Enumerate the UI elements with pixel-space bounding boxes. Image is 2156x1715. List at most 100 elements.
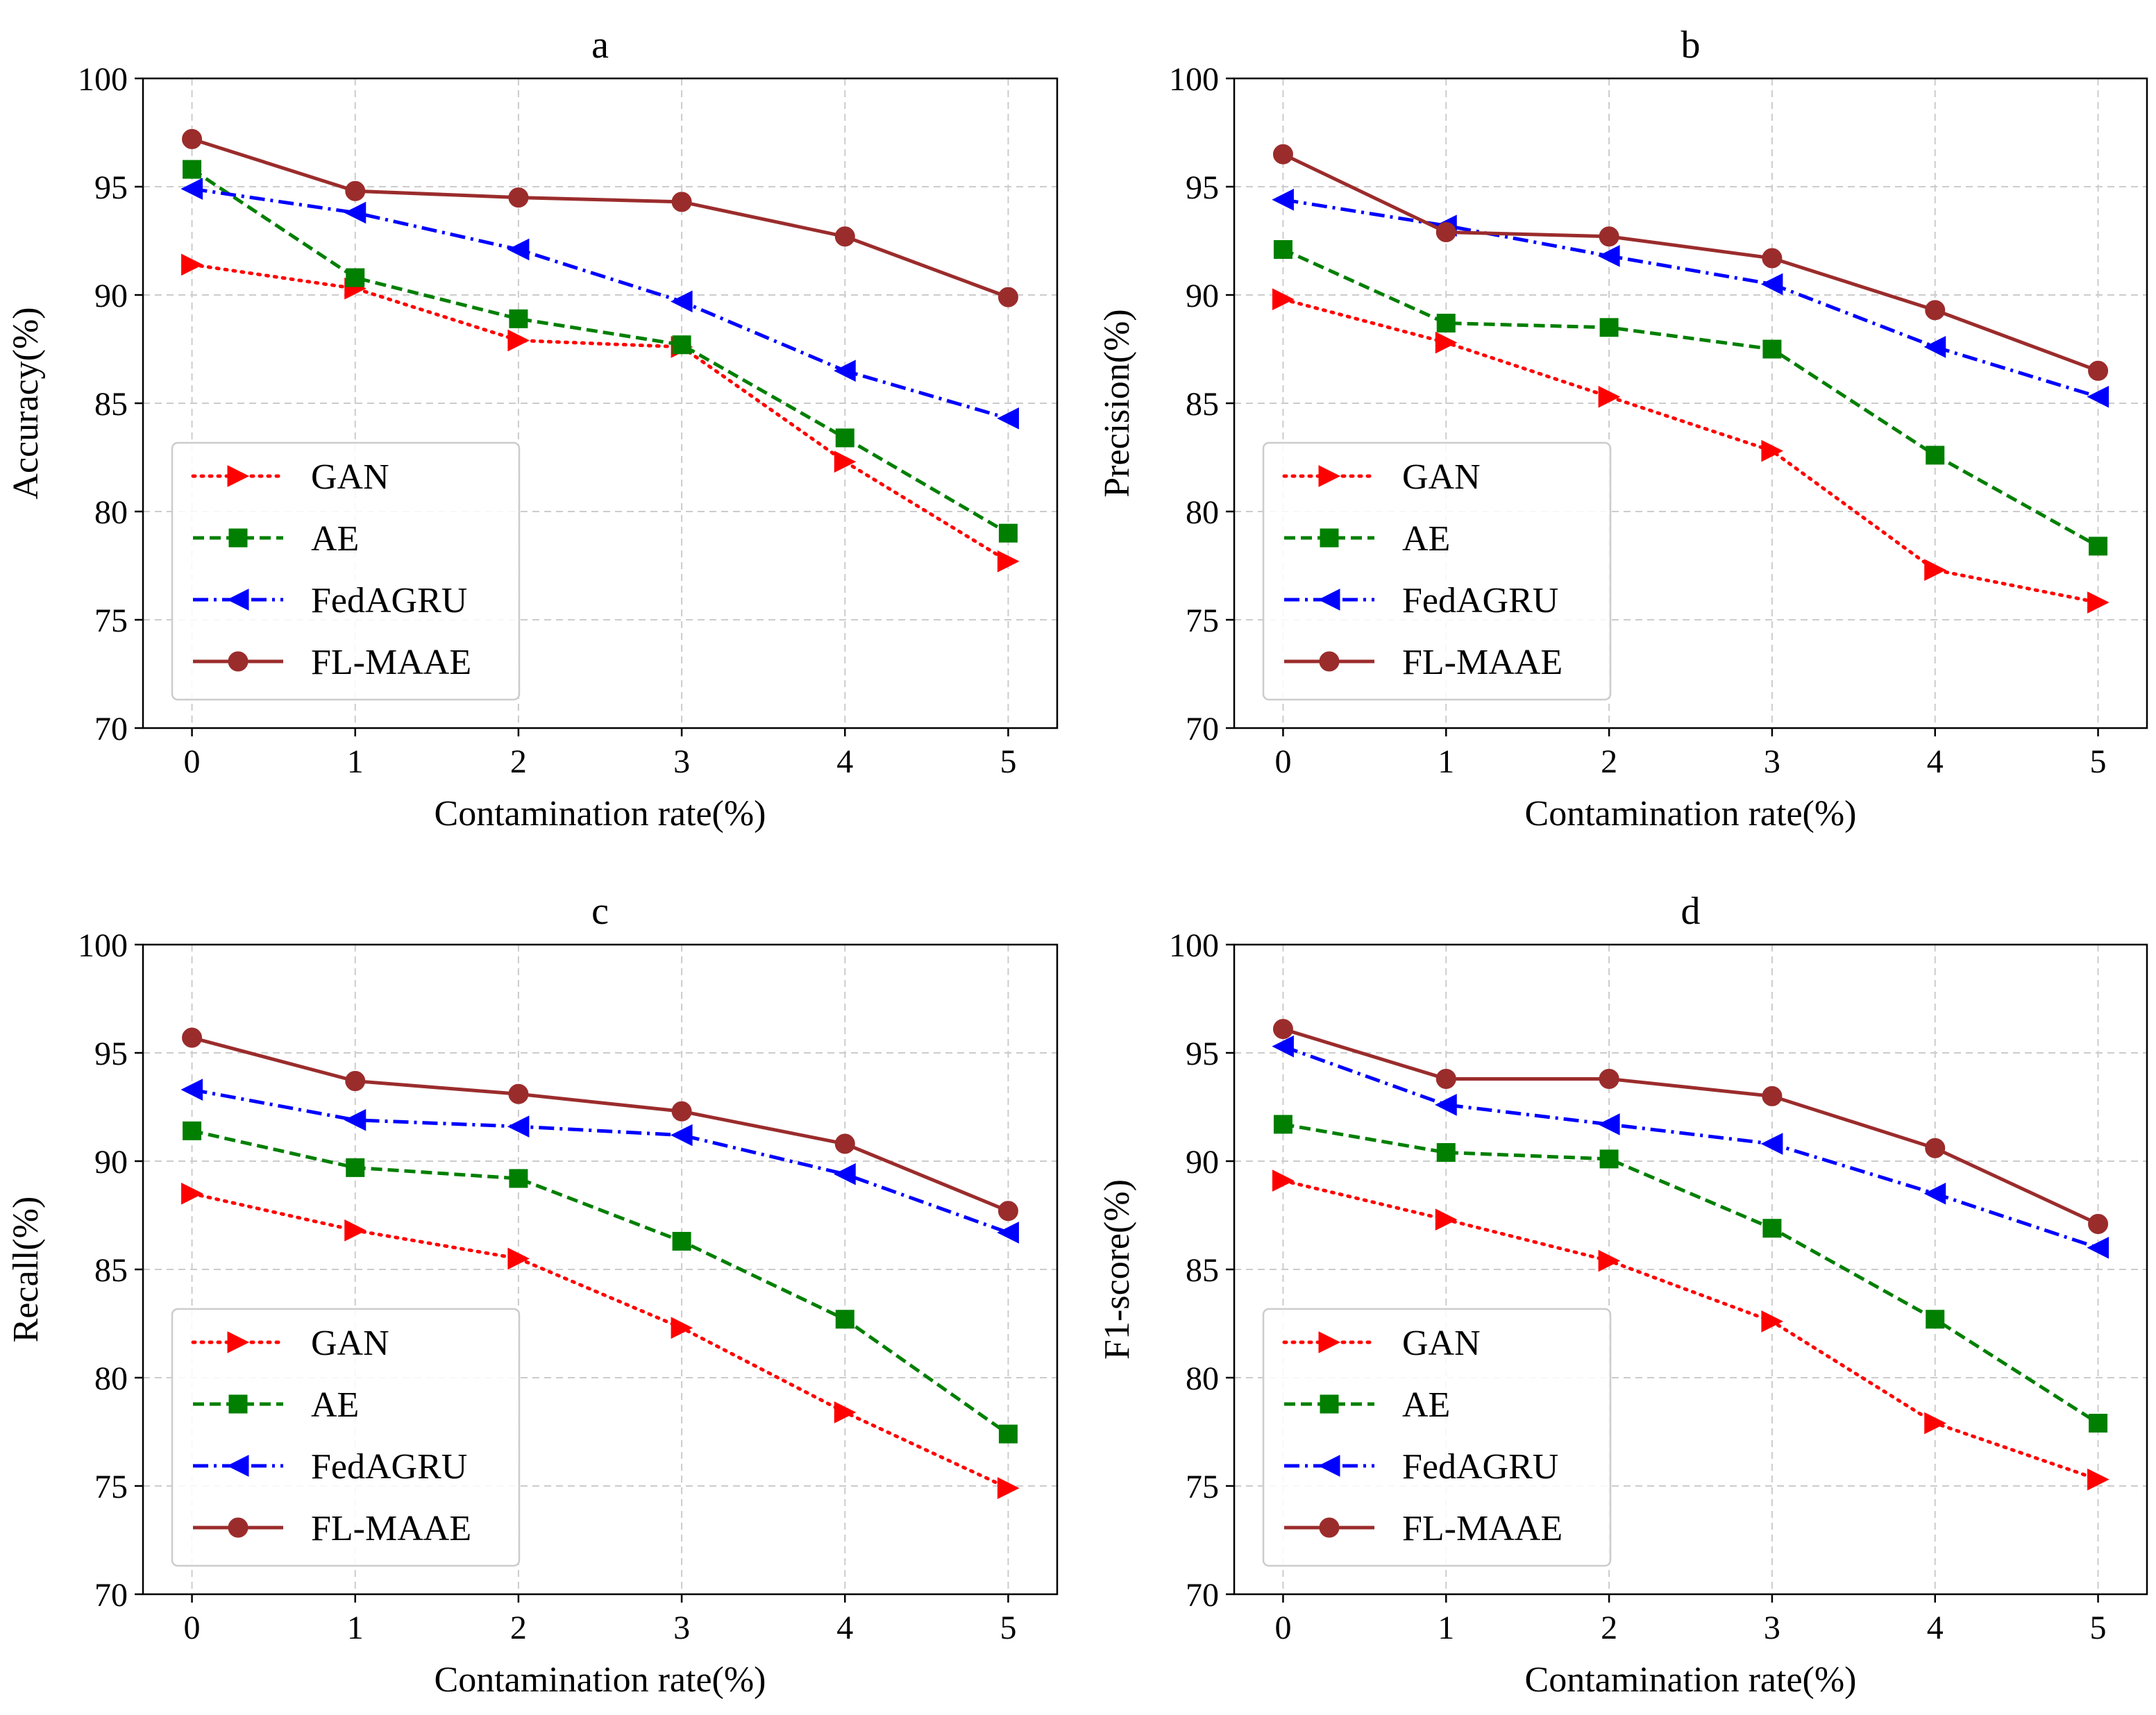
x-axis-label: Contamination rate(%) bbox=[1525, 794, 1857, 834]
data-point-fedagru bbox=[1272, 1035, 1294, 1058]
series-fl-maae bbox=[1272, 1019, 2109, 1234]
y-tick-label: 100 bbox=[78, 927, 128, 964]
series-fedagru bbox=[180, 178, 1019, 430]
x-axis-label: Contamination rate(%) bbox=[435, 1660, 766, 1700]
series-line-gan bbox=[1281, 297, 2100, 605]
data-point-gan bbox=[1761, 1310, 1784, 1333]
data-point-ae bbox=[1762, 1219, 1782, 1238]
y-tick-label: 100 bbox=[1169, 61, 1219, 98]
data-point-fedagru bbox=[344, 201, 367, 224]
y-tick-label: 90 bbox=[1186, 278, 1219, 314]
y-tick-label: 90 bbox=[94, 278, 128, 314]
legend-label: FedAGRU bbox=[1402, 581, 1558, 620]
data-point-fl-maae bbox=[345, 1071, 366, 1092]
series-line-fedagru bbox=[192, 187, 1009, 421]
series-line-ae bbox=[1283, 1122, 2099, 1425]
data-point-gan bbox=[1272, 288, 1295, 311]
x-tick-label: 3 bbox=[673, 1610, 690, 1646]
x-tick-label: 2 bbox=[510, 1610, 527, 1646]
legend-label: AE bbox=[311, 1385, 359, 1425]
data-point-fedagru bbox=[2087, 1236, 2109, 1259]
data-point-fedagru bbox=[344, 1108, 367, 1131]
data-point-fedagru bbox=[1597, 245, 1620, 267]
legend-entry-fedagru: FedAGRU bbox=[1284, 1447, 1558, 1487]
x-tick-label: 0 bbox=[1274, 743, 1291, 780]
data-point-fedagru bbox=[834, 1163, 856, 1185]
x-tick-label: 5 bbox=[2090, 743, 2107, 780]
series-gan bbox=[1272, 288, 2109, 614]
legend-label: AE bbox=[1402, 519, 1450, 559]
y-tick-label: 85 bbox=[94, 386, 128, 423]
x-tick-label: 1 bbox=[347, 1610, 364, 1646]
series-line-ae bbox=[192, 1129, 1009, 1436]
legend-marker bbox=[1320, 528, 1339, 548]
x-tick-label: 1 bbox=[347, 743, 364, 780]
data-point-gan bbox=[834, 450, 857, 473]
legend-box bbox=[1262, 441, 1612, 701]
x-tick-label: 2 bbox=[1601, 1610, 1617, 1646]
legend-entry-ae: AE bbox=[193, 519, 359, 559]
legend-entry-fedagru: FedAGRU bbox=[193, 1447, 467, 1487]
x-tick-label: 2 bbox=[510, 743, 527, 780]
series-line-fedagru bbox=[192, 1088, 1009, 1235]
legend: GAN AE FedAGRU FL-MAAE bbox=[171, 441, 521, 701]
x-tick-label: 5 bbox=[2090, 1610, 2107, 1646]
series-line-fl-maae bbox=[191, 137, 1009, 299]
data-point-fl-maae bbox=[1599, 1068, 1619, 1089]
data-point-fedagru bbox=[507, 238, 530, 261]
legend: GAN AE FedAGRU FL-MAAE bbox=[171, 1308, 521, 1567]
x-tick-label: 3 bbox=[1764, 743, 1780, 780]
x-tick-label: 0 bbox=[1274, 1610, 1291, 1646]
data-point-ae bbox=[835, 1310, 854, 1329]
series-line-gan bbox=[190, 262, 1010, 564]
data-point-ae bbox=[2089, 1414, 2108, 1433]
data-point-fl-maae bbox=[182, 1027, 203, 1048]
data-point-fl-maae bbox=[997, 287, 1018, 307]
x-tick-label: 4 bbox=[836, 1610, 853, 1646]
data-point-fl-maae bbox=[1925, 1138, 1946, 1158]
chart-title: b bbox=[1681, 24, 1701, 67]
y-tick-label: 85 bbox=[1186, 386, 1219, 423]
series-fedagru bbox=[180, 1079, 1019, 1244]
data-point-gan bbox=[181, 253, 203, 276]
series-fl-maae bbox=[182, 128, 1018, 307]
y-tick-label: 80 bbox=[1186, 1360, 1219, 1397]
x-axis-label: Contamination rate(%) bbox=[435, 794, 766, 834]
y-tick-label: 95 bbox=[94, 1036, 128, 1072]
data-point-fl-maae bbox=[834, 1133, 855, 1154]
legend-label: FL-MAAE bbox=[1402, 1509, 1563, 1548]
y-tick-label: 70 bbox=[94, 711, 128, 747]
series-ae bbox=[183, 1121, 1018, 1444]
panel-a: 0 1 2 3 4 5 70 75 80 85 90 95 100 a Contamination rate… bbox=[6, 24, 1059, 834]
x-tick-label: 0 bbox=[184, 1610, 201, 1646]
legend-label: FedAGRU bbox=[311, 581, 467, 620]
data-point-fl-maae bbox=[508, 1083, 529, 1104]
data-point-ae bbox=[183, 1121, 202, 1140]
legend-label: GAN bbox=[311, 457, 389, 497]
x-tick-label: 1 bbox=[1438, 1610, 1454, 1646]
series-line-fl-maae bbox=[1282, 1027, 2099, 1226]
series-fedagru bbox=[1272, 1035, 2109, 1259]
legend-entry-fl-maae: FL-MAAE bbox=[1284, 643, 1563, 682]
y-tick-label: 95 bbox=[94, 169, 128, 206]
y-tick-label: 80 bbox=[94, 1360, 128, 1397]
data-point-fedagru bbox=[1760, 1133, 1783, 1155]
series-line-fedagru bbox=[1283, 198, 2099, 399]
legend-entry-fl-maae: FL-MAAE bbox=[193, 643, 471, 682]
y-axis-label: F1-score(%) bbox=[1097, 1179, 1137, 1360]
data-point-ae bbox=[998, 1424, 1018, 1444]
data-point-gan bbox=[1598, 385, 1621, 408]
y-tick-label: 100 bbox=[1169, 927, 1219, 964]
data-point-fedagru bbox=[1923, 336, 1946, 358]
y-tick-label: 100 bbox=[78, 61, 128, 98]
data-point-gan bbox=[997, 1477, 1020, 1499]
data-point-ae bbox=[672, 335, 691, 355]
y-tick-label: 75 bbox=[94, 602, 128, 639]
series-fedagru bbox=[1272, 188, 2109, 408]
legend-label: FedAGRU bbox=[311, 1447, 467, 1487]
y-tick-label: 75 bbox=[1186, 1469, 1219, 1505]
series-line-fl-maae bbox=[191, 1036, 1009, 1213]
data-point-ae bbox=[1436, 314, 1456, 333]
data-point-fl-maae bbox=[2088, 360, 2109, 381]
